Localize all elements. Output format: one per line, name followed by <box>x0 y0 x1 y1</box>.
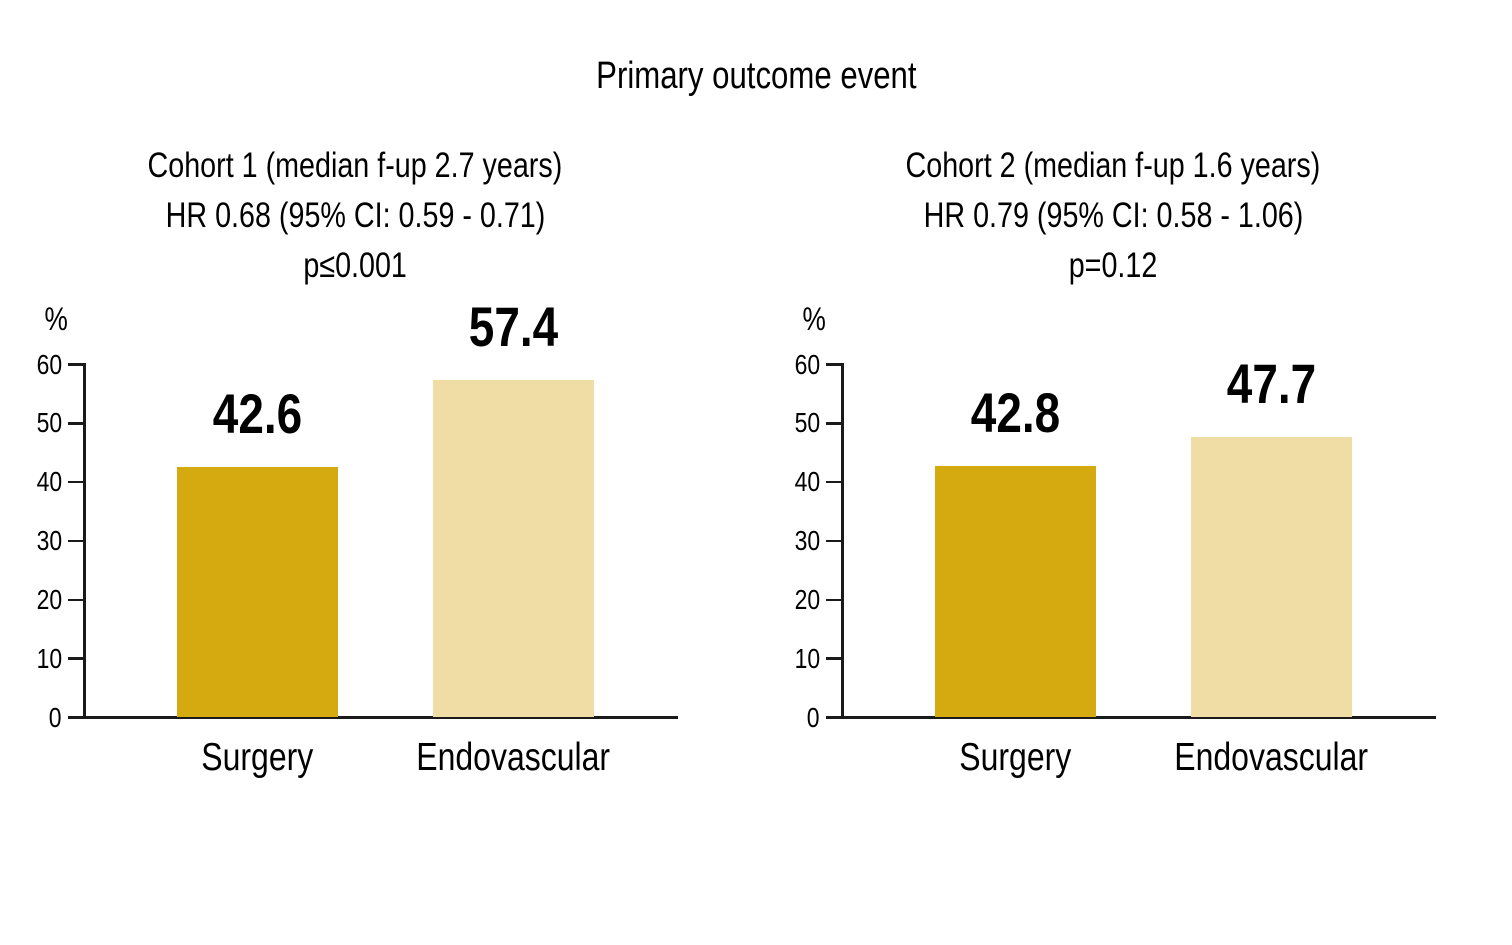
bar-endovascular <box>433 379 594 718</box>
cohort-1-subtitle-line-3: p≤0.001 <box>303 246 407 285</box>
category-label-text: Surgery <box>959 736 1072 779</box>
y-axis-tick-label: 20 <box>758 583 820 617</box>
y-axis-tick <box>68 598 84 602</box>
y-axis-tick-label-text: 30 <box>794 525 820 556</box>
y-axis-tick <box>826 539 842 543</box>
y-axis-tick <box>826 716 842 719</box>
x-axis-line <box>840 716 1436 719</box>
category-label: Endovascular <box>364 734 664 782</box>
y-axis-line <box>83 363 86 719</box>
y-axis-tick-label-text: 60 <box>36 348 62 380</box>
y-axis-tick <box>826 363 842 366</box>
category-label: Endovascular <box>1122 734 1422 782</box>
y-axis-tick-label-text: 50 <box>36 407 62 439</box>
y-axis-tick <box>68 422 84 425</box>
y-axis-tick-label-text: 20 <box>36 583 62 615</box>
category-label-text: Surgery <box>201 736 314 779</box>
y-axis-tick-label: 60 <box>758 348 820 382</box>
y-axis-line <box>841 363 844 719</box>
y-axis-tick-label: 0 <box>0 701 62 735</box>
y-axis-tick <box>826 480 842 484</box>
cohort-2-subtitle-line-2: HR 0.79 (95% CI: 0.58 - 1.06) <box>923 196 1303 235</box>
y-axis-tick-label-text: 50 <box>794 407 820 439</box>
bar-value-label-text: 42.8 <box>970 380 1061 444</box>
y-axis-tick-label: 60 <box>0 348 62 382</box>
y-axis-tick-label: 0 <box>758 701 820 735</box>
cohort-2-subtitle-line-1: Cohort 2 (median f-up 1.6 years) <box>905 146 1321 185</box>
y-axis-tick-label: 10 <box>758 642 820 676</box>
y-axis-tick-label-text: 40 <box>36 466 62 498</box>
y-axis-tick <box>68 657 84 660</box>
y-axis-unit-label: % <box>786 301 842 337</box>
bar-surgery <box>177 466 338 718</box>
y-axis-tick-label-text: 60 <box>794 348 820 380</box>
y-axis-tick <box>826 598 842 602</box>
cohort-2-subtitle-line-3: p=0.12 <box>1068 246 1158 285</box>
bar-value-label: 47.7 <box>1172 351 1372 415</box>
category-label-text: Endovascular <box>1174 736 1369 779</box>
y-axis-unit-label-text: % <box>44 301 68 337</box>
y-axis-tick-label: 40 <box>0 465 62 499</box>
cohort-1-subtitle-line-2: HR 0.68 (95% CI: 0.59 - 0.71) <box>165 196 545 235</box>
bar-value-label-text: 47.7 <box>1226 351 1317 415</box>
category-label: Surgery <box>108 734 408 782</box>
bar-value-label-text: 42.6 <box>212 381 303 445</box>
panel-cohort-1: Cohort 1 (median f-up 2.7 years) HR 0.68… <box>0 0 710 945</box>
cohort-1-subtitle-line-1: Cohort 1 (median f-up 2.7 years) <box>147 146 563 185</box>
y-axis-tick-label: 40 <box>758 465 820 499</box>
figure-title: Primary outcome event <box>0 53 1512 99</box>
cohort-1-subtitle: Cohort 1 (median f-up 2.7 years) HR 0.68… <box>0 141 710 291</box>
bar-endovascular <box>1191 436 1352 718</box>
y-axis-tick-label: 30 <box>0 524 62 558</box>
y-axis-tick-label: 30 <box>758 524 820 558</box>
panel-cohort-2: Cohort 2 (median f-up 1.6 years) HR 0.79… <box>758 0 1468 945</box>
y-axis-tick-label: 50 <box>758 406 820 440</box>
y-axis-tick-label-text: 0 <box>807 701 820 733</box>
y-axis-tick-label-text: 30 <box>36 525 62 556</box>
bar-value-label: 42.8 <box>916 380 1116 444</box>
y-axis-tick-label: 10 <box>0 642 62 676</box>
figure-title-text: Primary outcome event <box>595 55 917 97</box>
y-axis-tick <box>826 422 842 425</box>
category-label-text: Endovascular <box>416 736 611 779</box>
y-axis-tick <box>68 480 84 484</box>
y-axis-tick-label-text: 0 <box>49 701 62 733</box>
y-axis-unit-label-text: % <box>802 301 826 337</box>
y-axis-tick-label-text: 10 <box>36 642 62 674</box>
y-axis-tick-label: 20 <box>0 583 62 617</box>
y-axis-tick <box>68 539 84 543</box>
y-axis-tick-label-text: 20 <box>794 583 820 615</box>
x-axis-line <box>82 716 678 719</box>
bar-value-label: 42.6 <box>158 381 358 445</box>
category-label: Surgery <box>866 734 1166 782</box>
y-axis-tick-label-text: 10 <box>794 642 820 674</box>
bar-value-label-text: 57.4 <box>468 294 559 358</box>
y-axis-tick-label: 50 <box>0 406 62 440</box>
y-axis-tick <box>826 657 842 660</box>
bar-surgery <box>935 465 1096 718</box>
y-axis-tick <box>68 363 84 366</box>
cohort-2-subtitle: Cohort 2 (median f-up 1.6 years) HR 0.79… <box>758 141 1468 291</box>
y-axis-unit-label: % <box>28 301 84 337</box>
y-axis-tick <box>68 716 84 719</box>
bar-value-label: 57.4 <box>414 294 614 358</box>
y-axis-tick-label-text: 40 <box>794 466 820 498</box>
